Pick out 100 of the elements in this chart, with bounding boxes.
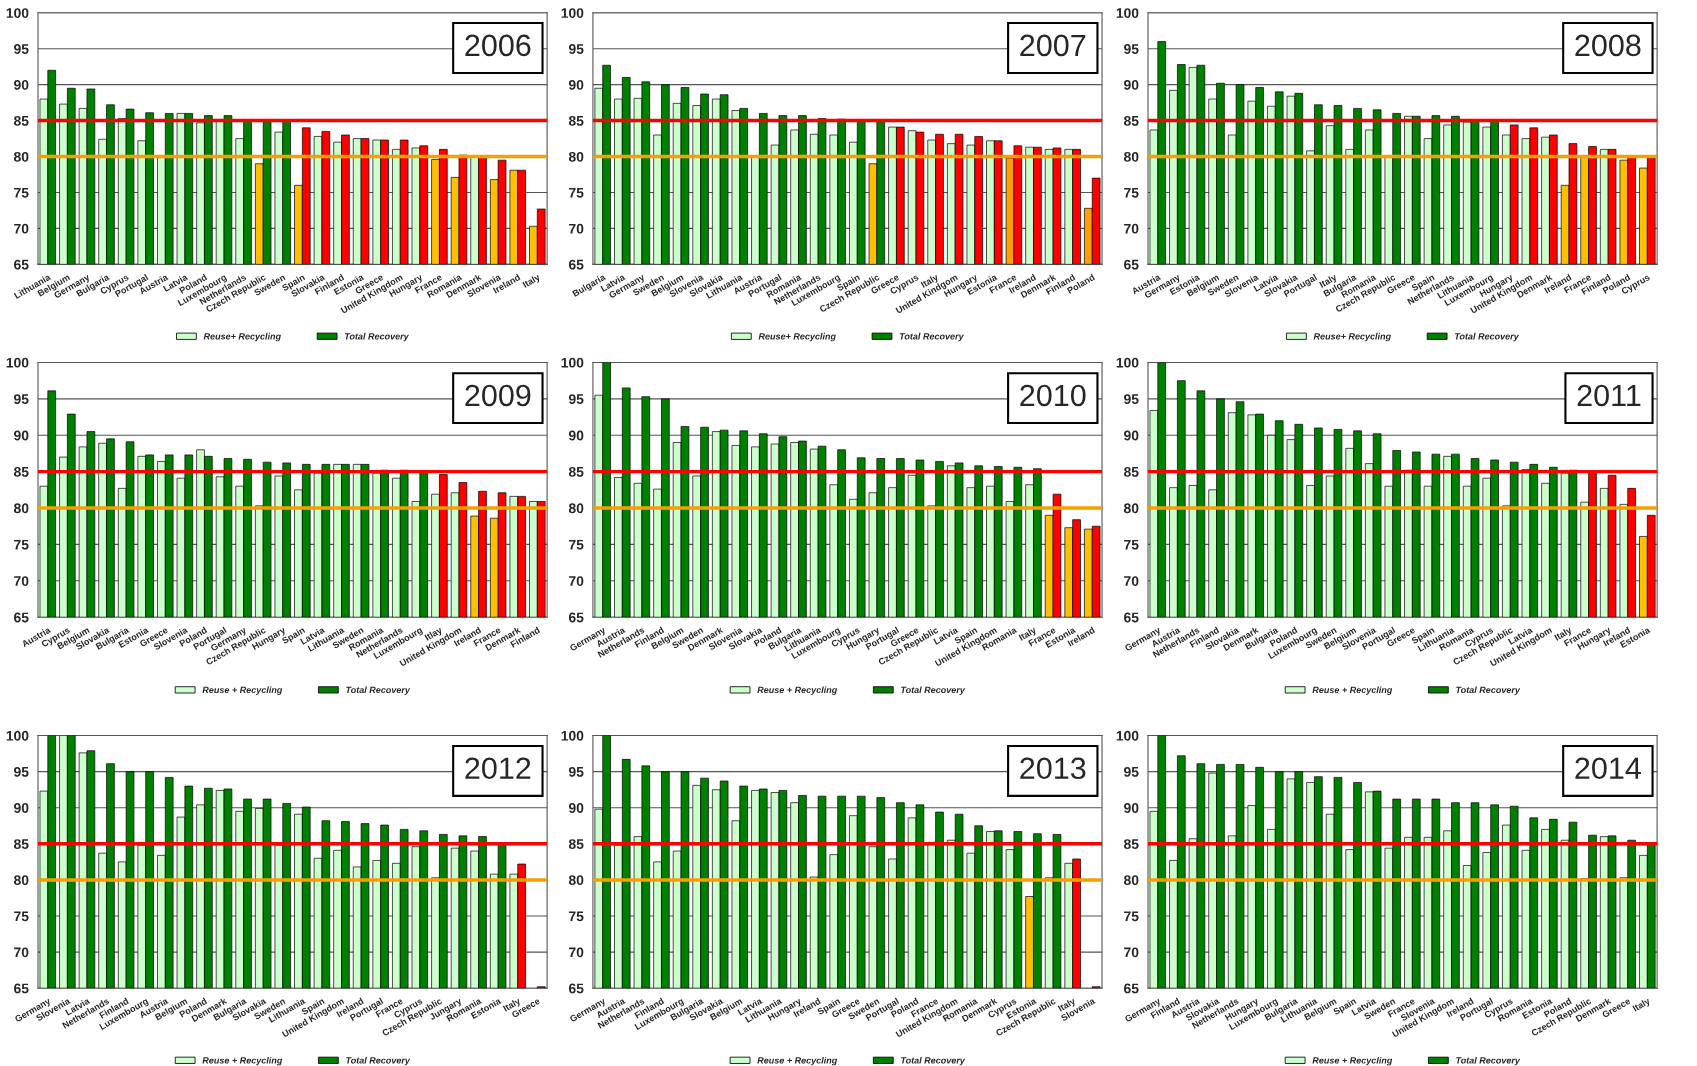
y-tick-label: 90 (1124, 430, 1139, 441)
y-tick-label: 85 (13, 115, 29, 126)
y-tick-label: 90 (568, 803, 584, 813)
text: 2011 (1577, 384, 1641, 407)
y-tick-label: 85 (568, 839, 584, 849)
y-tick-label: 95 (568, 44, 584, 54)
legend-label: Reuse + Recycling (202, 686, 283, 695)
y-tick-label: 65 (14, 259, 29, 270)
y-tick-label: 90 (1124, 80, 1139, 90)
y-tick-label: 90 (14, 430, 29, 441)
y-tick-label: 75 (1124, 539, 1139, 550)
legend-label: Reuse+ Recycling (1313, 332, 1391, 342)
text: 2007 (1020, 34, 1086, 57)
y-tick-label: 75 (569, 911, 584, 922)
y-tick-label: 80 (568, 875, 584, 886)
y-tick-label: 80 (568, 151, 584, 162)
y-tick-label: 85 (1123, 115, 1139, 126)
legend-label: Reuse + Recycling (1312, 686, 1393, 695)
y-tick-label: 90 (568, 80, 584, 90)
legend-label: Reuse + Recycling (757, 1056, 838, 1066)
y-tick-label: 90 (568, 430, 584, 441)
text: 2009 (465, 384, 531, 407)
y-tick-label: 80 (13, 875, 29, 886)
y-tick-label: 70 (569, 947, 584, 958)
legend-label: Total Recovery (901, 686, 966, 695)
y-tick-label: 65 (568, 259, 584, 270)
y-tick-label: 70 (14, 947, 29, 958)
y-tick-label: 100 (6, 8, 29, 18)
y-tick-label: 100 (1116, 357, 1139, 368)
y-tick-label: 95 (1124, 766, 1139, 777)
text: 2014 (1575, 757, 1641, 780)
legend-label: Reuse + Recycling (757, 686, 838, 695)
y-tick-label: 95 (1124, 44, 1139, 54)
y-tick-label: 65 (14, 612, 29, 623)
legend-label: Total Recovery (899, 332, 964, 342)
x-tick-label: Italy (1632, 997, 1652, 1014)
y-tick-label: 65 (568, 983, 584, 994)
y-tick-label: 70 (1124, 223, 1139, 234)
y-tick-label: 100 (6, 730, 29, 741)
y-tick-label: 75 (1124, 911, 1139, 922)
legend-label: Reuse + Recycling (1312, 1056, 1393, 1066)
legend-label: Reuse + Recycling (202, 1056, 283, 1066)
y-tick-label: 75 (569, 539, 584, 550)
y-tick-label: 80 (13, 503, 29, 514)
legend-label: Total Recovery (1456, 686, 1521, 695)
y-tick-label: 80 (1123, 875, 1139, 886)
y-tick-label: 80 (13, 151, 29, 162)
legend-label: Total Recovery (901, 1056, 966, 1066)
y-tick-label: 90 (14, 80, 29, 90)
y-tick-label: 100 (561, 357, 584, 368)
y-tick-label: 95 (14, 394, 29, 405)
legend-label: Reuse+ Recycling (203, 332, 281, 342)
text: 2013 (1020, 757, 1086, 780)
text: 2010 (1020, 384, 1086, 407)
y-tick-label: 70 (1124, 947, 1139, 958)
y-tick-label: 90 (14, 803, 29, 813)
y-tick-label: 65 (568, 612, 584, 623)
legend-label: Total Recovery (1456, 1056, 1521, 1066)
legend-label: Total Recovery (346, 1056, 411, 1066)
y-tick-label: 100 (561, 730, 584, 741)
y-tick-label: 70 (1124, 576, 1139, 586)
y-tick-label: 65 (14, 983, 29, 994)
y-tick-label: 75 (14, 187, 29, 198)
legend-label: Total Recovery (1454, 332, 1520, 342)
y-tick-label: 85 (13, 839, 29, 849)
legend-label: Total Recovery (344, 332, 410, 342)
y-tick-label: 70 (14, 576, 29, 586)
y-tick-label: 75 (1124, 187, 1139, 198)
y-tick-label: 85 (1123, 839, 1139, 849)
y-tick-label: 75 (569, 187, 584, 198)
y-tick-label: 95 (1124, 394, 1139, 405)
y-tick-label: 70 (569, 223, 584, 234)
y-tick-label: 75 (14, 539, 29, 550)
y-tick-label: 90 (1124, 803, 1139, 813)
y-tick-label: 85 (13, 466, 29, 477)
y-tick-label: 80 (568, 503, 584, 514)
y-tick-label: 85 (568, 115, 584, 126)
legend-label: Total Recovery (346, 686, 411, 695)
y-tick-label: 100 (1116, 730, 1139, 741)
text: 2008 (1575, 34, 1641, 57)
y-tick-label: 85 (1123, 466, 1139, 477)
y-tick-label: 95 (14, 44, 29, 54)
y-tick-label: 100 (1116, 8, 1139, 18)
y-tick-label: 70 (14, 223, 29, 234)
y-tick-label: 95 (568, 766, 584, 777)
y-tick-label: 80 (1123, 503, 1139, 514)
y-tick-label: 80 (1123, 151, 1139, 162)
text: 2006 (465, 34, 531, 57)
y-tick-label: 75 (14, 911, 29, 922)
text: 2012 (465, 757, 531, 780)
y-tick-label: 65 (1124, 259, 1139, 270)
x-tick-label: Italy (522, 273, 542, 290)
y-tick-label: 85 (568, 466, 584, 477)
y-tick-label: 70 (569, 576, 584, 586)
legend-label: Reuse+ Recycling (758, 332, 836, 342)
y-tick-label: 65 (1124, 612, 1139, 623)
y-tick-label: 65 (1124, 983, 1139, 994)
y-tick-label: 100 (561, 8, 584, 18)
y-tick-label: 95 (14, 766, 29, 777)
y-tick-label: 100 (6, 357, 29, 368)
